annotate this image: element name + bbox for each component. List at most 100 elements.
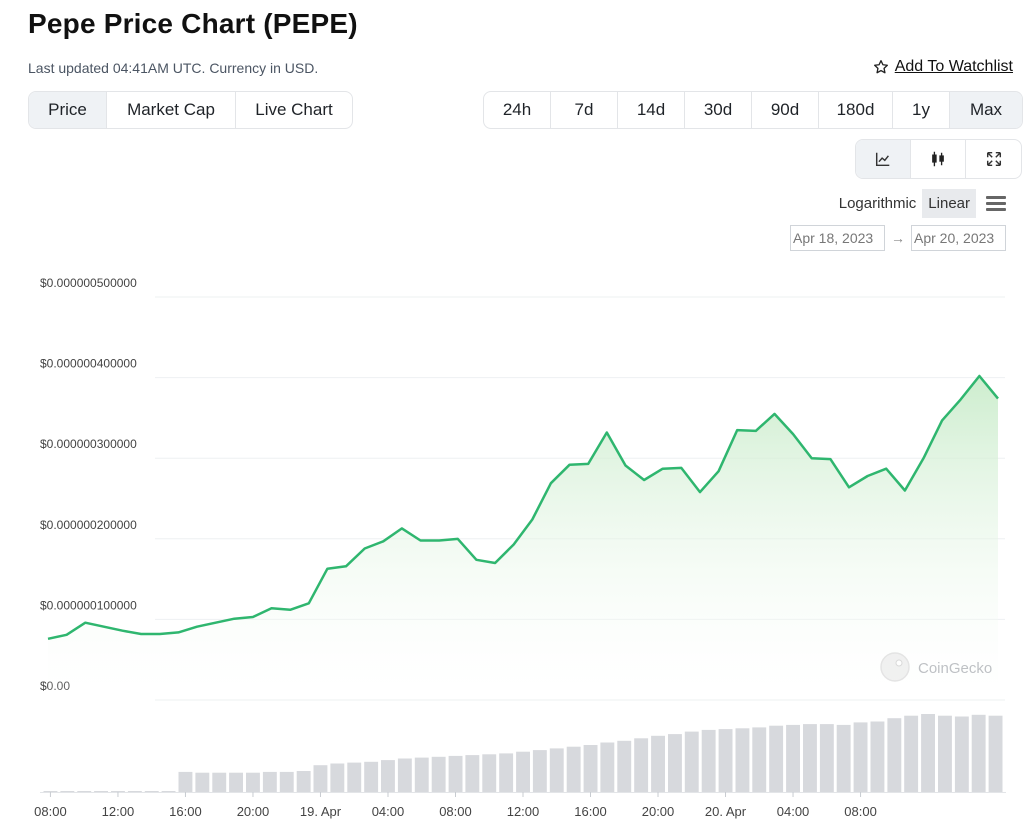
x-tick-label: 08:00 [34,804,67,819]
price-series-line [47,374,999,641]
x-tick-label: 20. Apr [705,804,747,819]
volume-bar [887,718,902,792]
volume-bar [127,791,142,792]
volume-bar [735,728,750,792]
volume-bar [296,771,311,792]
expand-icon [986,151,1001,167]
x-tick-label: 04:00 [777,804,810,819]
watchlist-label: Add To Watchlist [894,58,1013,75]
add-to-watchlist-link[interactable]: Add To Watchlist [873,58,1013,76]
star-icon [873,60,888,74]
range-max-button[interactable]: Max [950,92,1022,128]
chart-tab-group: Price Market Cap Live Chart [28,91,353,129]
volume-bar [144,791,159,792]
hamburger-menu-icon[interactable] [986,195,1006,212]
logarithmic-option[interactable]: Logarithmic [838,195,917,212]
date-range-picker: → [790,225,1006,251]
y-tick-label: $0.000000100000 [40,598,137,612]
y-tick-label: $0.000000200000 [40,518,137,532]
candlestick-button[interactable] [911,140,966,178]
volume-bar [212,772,227,792]
price-chart[interactable]: $0.000000500000 $0.000000400000 $0.0000003… [0,260,1024,835]
volume-bar [870,721,885,792]
x-tick-label: 16:00 [169,804,202,819]
volume-bar [330,763,345,792]
volume-bar [752,727,767,792]
y-tick-label: $0.000000400000 [40,357,137,371]
page-title: Pepe Price Chart (PEPE) [28,8,358,39]
volume-bar [701,729,716,792]
watermark-text: CoinGecko [918,660,992,677]
volume-bar [532,750,547,792]
volume-bar [718,729,733,792]
volume-bar [921,714,935,792]
volume-bar [988,715,1003,792]
x-tick-label: 08:00 [844,804,877,819]
volume-bar [195,772,210,792]
volume-bar [178,771,193,792]
scale-toggle: Logarithmic Linear [833,189,1006,218]
volume-bar [583,745,598,792]
date-to-input[interactable] [911,225,1006,251]
volume-bar [684,731,699,792]
y-tick-label: $0.000000500000 [40,276,137,290]
range-7d-button[interactable]: 7d [551,92,618,128]
volume-bar [448,755,463,792]
x-tick-label: 16:00 [574,804,607,819]
volume-bar [77,791,92,792]
volume-bar [617,740,632,792]
volume-bar [803,724,817,792]
volume-bar [246,772,260,792]
x-tick-label: 08:00 [439,804,472,819]
chart-type-group [855,139,1022,179]
volume-bar [971,714,986,792]
x-tick-label: 20:00 [237,804,270,819]
candlestick-icon [932,151,944,167]
range-30d-button[interactable]: 30d [685,92,752,128]
date-from-input[interactable] [790,225,885,251]
volume-bar [954,716,969,792]
volume-bar [516,751,530,792]
x-tick-label: 12:00 [102,804,135,819]
volume-bar [431,756,446,792]
last-updated-text: Last updated 04:41AM UTC. Currency in US… [28,60,319,76]
volume-bar [60,791,75,792]
volume-bar [836,724,851,792]
x-axis-labels: 08:00 12:00 16:00 20:00 19. Apr 04:00 08:00 12:… [34,792,877,819]
volume-bar [786,724,800,792]
x-tick-label: 19. Apr [300,804,342,819]
range-180d-button[interactable]: 180d [819,92,893,128]
volume-bar [161,791,176,792]
line-chart-button[interactable] [856,140,911,178]
volume-bar [634,738,649,792]
coingecko-logo-icon [880,652,910,682]
volume-bar [364,761,379,792]
time-range-group: 24h 7d 14d 30d 90d 180d 1y Max [483,91,1023,129]
fullscreen-button[interactable] [966,140,1021,178]
volume-bar [397,758,412,792]
volume-bar [313,765,328,792]
range-24h-button[interactable]: 24h [484,92,551,128]
volume-bar [43,791,58,792]
volume-bar [111,791,125,792]
volume-bar [279,771,294,792]
tab-market-cap[interactable]: Market Cap [107,92,236,128]
volume-bar [566,746,581,792]
range-14d-button[interactable]: 14d [618,92,685,128]
tab-price[interactable]: Price [29,92,107,128]
x-tick-label: 20:00 [642,804,675,819]
volume-bar [465,755,480,792]
x-tick-label: 12:00 [507,804,540,819]
volume-bar [229,772,243,792]
volume-bar [482,754,497,792]
linear-option[interactable]: Linear [922,189,976,218]
volume-bar [549,748,564,792]
volume-bar [414,757,429,792]
range-90d-button[interactable]: 90d [752,92,819,128]
volume-bar [769,725,784,792]
volume-bar [853,722,868,792]
date-arrow: → [891,230,905,246]
range-1y-button[interactable]: 1y [893,92,950,128]
volume-bar [938,715,952,792]
tab-live-chart[interactable]: Live Chart [255,100,333,119]
